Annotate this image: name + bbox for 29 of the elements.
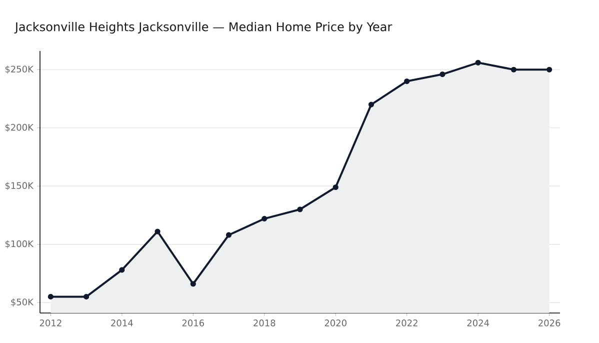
point [262, 216, 268, 222]
y-tick-label: $150K [5, 182, 34, 190]
point [119, 267, 125, 273]
x-tick-label: 2024 [467, 320, 490, 326]
y-tick-label: $50K [11, 298, 34, 307]
y-tick-label: $100K [5, 240, 34, 248]
point [546, 66, 552, 72]
x-tick-label: 2018 [254, 320, 276, 326]
chart-title: Jacksonville Heights Jacksonville — Median Home Price by Year [14, 22, 392, 34]
point [297, 206, 303, 212]
x-tick-label: 2026 [538, 320, 560, 326]
point [154, 228, 160, 234]
y-tick-label: $200K [5, 124, 34, 132]
point [190, 281, 196, 287]
point [368, 102, 374, 108]
x-tick-label: 2020 [324, 320, 346, 326]
point [332, 184, 338, 190]
x-tick-label: 2022 [396, 320, 418, 326]
point [226, 232, 232, 238]
point [84, 294, 90, 300]
x-tick-label: 2014 [111, 320, 133, 326]
point [475, 60, 481, 66]
point [404, 78, 410, 84]
x-tick-label: 2016 [182, 320, 204, 326]
point [48, 294, 54, 300]
point [440, 71, 446, 78]
point [510, 66, 517, 72]
x-tick-label: 2012 [40, 320, 62, 326]
y-tick-label: $250K [5, 66, 34, 74]
